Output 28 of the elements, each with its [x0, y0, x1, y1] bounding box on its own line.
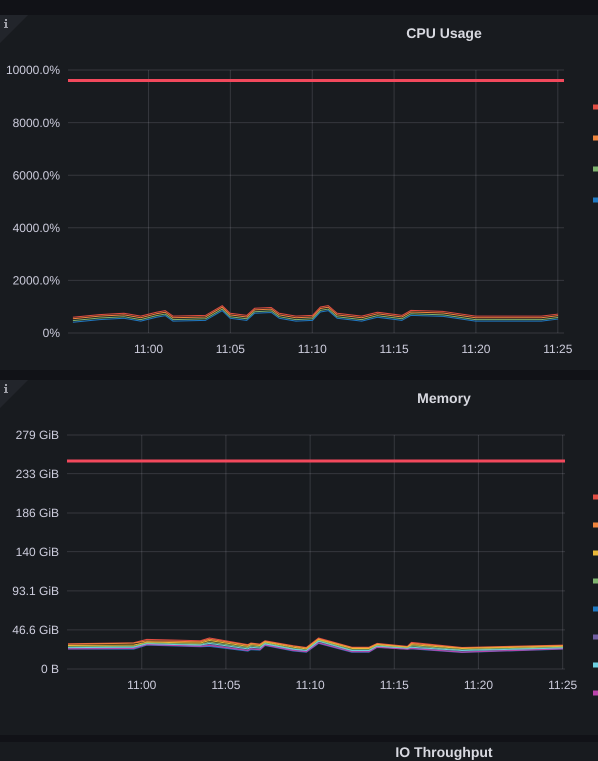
y-tick-label: 8000.0% — [12, 116, 60, 130]
chart-title: CPU Usage — [406, 25, 482, 41]
y-tick-label: 46.6 GiB — [12, 623, 59, 638]
x-tick-label: 11:00 — [134, 342, 164, 356]
y-tick-label: 6000.0% — [12, 168, 60, 182]
y-tick-label: 0 B — [40, 662, 59, 676]
x-tick-label: 11:25 — [543, 342, 573, 356]
y-tick-label: 4000.0% — [12, 221, 60, 235]
x-tick-label: 11:15 — [380, 678, 410, 692]
y-tick-label: 186 GiB — [16, 506, 59, 520]
x-tick-label: 11:20 — [461, 342, 491, 356]
y-tick-label: 93.1 GiB — [12, 584, 59, 598]
x-tick-label: 11:20 — [464, 678, 494, 692]
x-tick-label: 11:10 — [296, 678, 326, 692]
x-tick-label: 11:25 — [548, 678, 578, 692]
text: IO Throughput — [395, 744, 493, 760]
y-tick-label: 0% — [42, 326, 60, 340]
x-tick-label: 11:05 — [211, 678, 241, 692]
y-tick-label: 279 GiB — [16, 428, 59, 442]
chart-title: Memory — [417, 390, 472, 406]
y-tick-label: 233 GiB — [16, 466, 59, 481]
y-tick-label: 10000.0% — [6, 63, 60, 78]
y-tick-label: 2000.0% — [12, 274, 60, 288]
x-tick-label: 11:00 — [127, 678, 157, 692]
y-tick-label: 140 GiB — [16, 544, 59, 559]
x-tick-label: 11:05 — [216, 342, 246, 356]
x-tick-label: 11:15 — [380, 342, 409, 356]
x-tick-label: 11:10 — [298, 342, 328, 356]
